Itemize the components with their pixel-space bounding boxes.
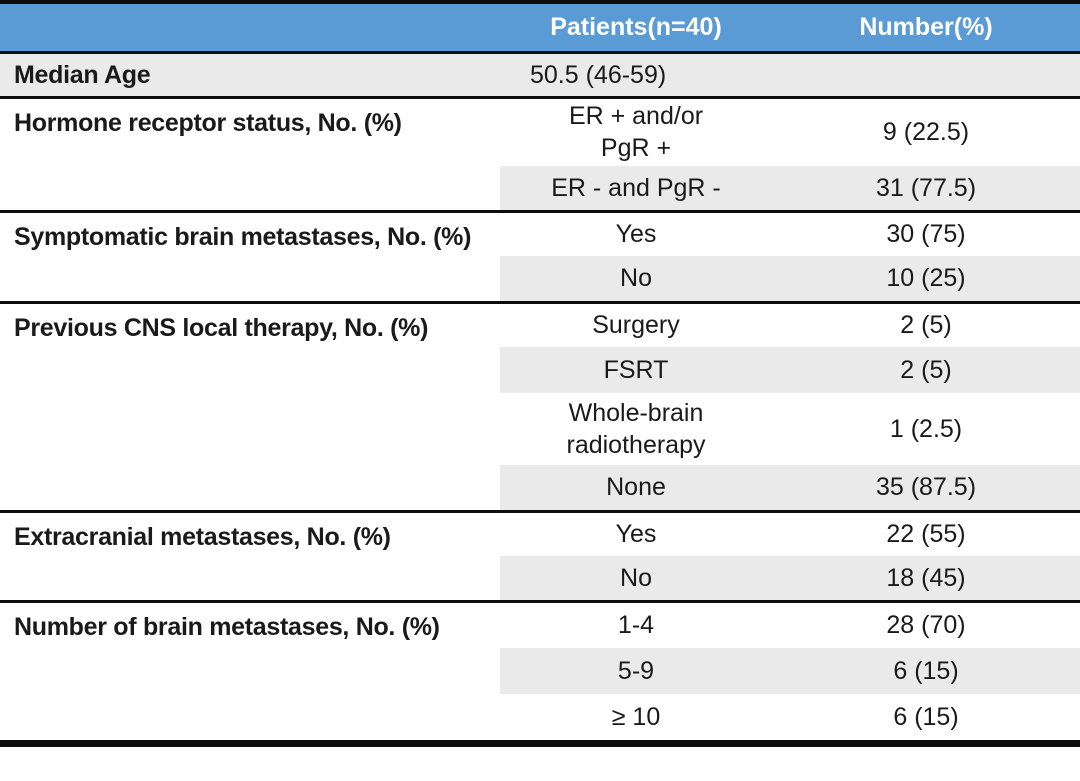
row-count: 1 (2.5) <box>889 414 963 443</box>
table-row: Whole-brain radiotherapy 1 (2.5) <box>0 393 1080 465</box>
row-label: Number of brain metastases, No. (%) <box>0 600 500 744</box>
header-number: Number(%) <box>772 2 1080 54</box>
table-row: No 10 (25) <box>0 255 1080 303</box>
table-row: FSRT 2 (5) <box>0 346 1080 393</box>
row-count: 31 (77.5) <box>772 165 1080 212</box>
row-value: No <box>500 555 772 602</box>
row-count: 6 (15) <box>893 702 959 731</box>
row-count: 2 (5) <box>772 301 1080 347</box>
table-row: Symptomatic brain metastases, No. (%) Ye… <box>0 210 1080 303</box>
row-value: ≥ 10 <box>611 702 661 731</box>
row-count: 9 (22.5) <box>772 96 1080 166</box>
row-value: Yes <box>500 510 772 556</box>
patient-characteristics-table: Patients(n=40) Number(%) Median Age 50.5… <box>0 0 1080 747</box>
row-count <box>772 52 1080 98</box>
table-row: Hormone receptor status, No. (%) ER + an… <box>0 96 1080 212</box>
row-value: Yes <box>500 210 772 256</box>
header-empty-cell <box>0 2 500 54</box>
row-count: 30 (75) <box>772 210 1080 256</box>
row-value: 1-4 <box>500 600 772 648</box>
row-label: Symptomatic brain metastases, No. (%) <box>0 210 500 303</box>
table-row: Median Age 50.5 (46-59) <box>0 52 1080 98</box>
row-value: 5-9 <box>500 647 772 694</box>
row-count: 35 (87.5) <box>772 464 1080 512</box>
row-value: ER - and PgR - <box>500 165 772 212</box>
table-row: Previous CNS local therapy, No. (%) Surg… <box>0 301 1080 512</box>
row-value: No <box>500 255 772 303</box>
table-row: No 18 (45) <box>0 555 1080 602</box>
row-value: None <box>500 464 772 512</box>
row-value: Whole-brain radiotherapy <box>566 398 706 459</box>
table-row: Extracranial metastases, No. (%) Yes 22 … <box>0 510 1080 602</box>
table-row: 5-9 6 (15) <box>0 647 1080 694</box>
row-count: 18 (45) <box>772 555 1080 602</box>
row-count: 22 (55) <box>772 510 1080 556</box>
table-row: Number of brain metastases, No. (%) 1-4 … <box>0 600 1080 744</box>
row-label: Median Age <box>0 52 500 98</box>
row-count: 10 (25) <box>772 255 1080 303</box>
row-count: 28 (70) <box>772 600 1080 648</box>
row-count: 6 (15) <box>772 647 1080 694</box>
row-label: Hormone receptor status, No. (%) <box>0 96 500 212</box>
row-value: 50.5 (46-59) <box>500 52 772 98</box>
row-label: Extracranial metastases, No. (%) <box>0 510 500 602</box>
table-row: None 35 (87.5) <box>0 464 1080 512</box>
table-row: ≥ 10 6 (15) <box>0 694 1080 744</box>
row-value: ER + and/or PgR + <box>500 96 772 166</box>
row-label: Previous CNS local therapy, No. (%) <box>0 301 500 512</box>
header-row: Patients(n=40) Number(%) <box>0 2 1080 54</box>
header-patients: Patients(n=40) <box>500 2 772 54</box>
row-count: 2 (5) <box>772 346 1080 393</box>
row-value: FSRT <box>500 346 772 393</box>
table-row: ER - and PgR - 31 (77.5) <box>0 165 1080 212</box>
row-value: Surgery <box>500 301 772 347</box>
